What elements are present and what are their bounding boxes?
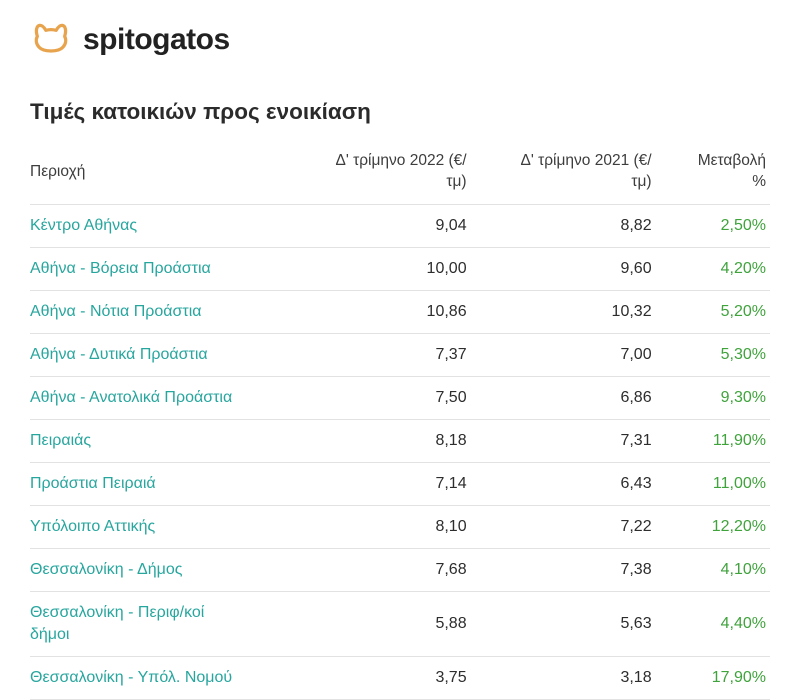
table-row: Πειραιάς 8,18 7,31 11,90% — [30, 419, 770, 463]
price-2022-cell: 5,88 — [326, 591, 467, 657]
price-2022-cell: 7,37 — [326, 333, 467, 377]
table-row: Θεσσαλονίκη - Δήμος 7,68 7,38 4,10% — [30, 548, 770, 592]
area-cell: Θεσσαλονίκη - Περιφ/κοί δήμοι — [30, 591, 326, 657]
change-percent-cell: 5,30% — [651, 333, 770, 377]
area-cell: Προάστια Πειραιά — [30, 462, 326, 506]
area-cell: Θεσσαλονίκη - Δήμος — [30, 548, 326, 592]
table-header-row: Περιοχή Δ' τρίμηνο 2022 (€/τμ) Δ' τρίμην… — [30, 128, 770, 205]
change-percent-cell: 4,40% — [651, 591, 770, 657]
col-header-area: Περιοχή — [30, 128, 326, 205]
area-link[interactable]: Αθήνα - Νότια Προάστια — [30, 303, 202, 320]
area-link[interactable]: Αθήνα - Δυτικά Προάστια — [30, 346, 208, 363]
price-2022-cell: 8,10 — [326, 505, 467, 549]
price-2021-cell: 8,82 — [466, 204, 652, 248]
table-row: Υπόλοιπο Αττικής 8,10 7,22 12,20% — [30, 505, 770, 549]
price-2021-cell: 7,22 — [466, 505, 652, 549]
change-percent-cell: 9,30% — [651, 376, 770, 420]
price-2021-cell: 7,31 — [466, 419, 652, 463]
price-2022-cell: 8,18 — [326, 419, 467, 463]
table-row: Αθήνα - Ανατολικά Προάστια 7,50 6,86 9,3… — [30, 376, 770, 420]
brand-wordmark[interactable]: spitogatos — [83, 23, 230, 56]
table-header: Περιοχή Δ' τρίμηνο 2022 (€/τμ) Δ' τρίμην… — [30, 128, 770, 205]
area-cell: Πειραιάς — [30, 419, 326, 463]
area-link[interactable]: Θεσσαλονίκη - Δήμος — [30, 561, 183, 578]
area-cell: Κέντρο Αθήνας — [30, 204, 326, 248]
area-link[interactable]: Κέντρο Αθήνας — [30, 217, 138, 234]
table-row: Θεσσαλονίκη - Περιφ/κοί δήμοι 5,88 5,63 … — [30, 591, 770, 657]
area-cell: Αθήνα - Δυτικά Προάστια — [30, 333, 326, 377]
table-row: Κέντρο Αθήνας 9,04 8,82 2,50% — [30, 204, 770, 248]
area-cell: Αθήνα - Βόρεια Προάστια — [30, 247, 326, 291]
price-2022-cell: 7,68 — [326, 548, 467, 592]
page-title: Τιμές κατοικιών προς ενοικίαση — [30, 99, 371, 124]
change-percent-cell: 11,90% — [651, 419, 770, 463]
table-row: Θεσσαλονίκη - Υπόλ. Νομού 3,75 3,18 17,9… — [30, 656, 770, 700]
price-2022-cell: 10,00 — [326, 247, 467, 291]
area-link[interactable]: Θεσσαλονίκη - Περιφ/κοί δήμοι — [30, 604, 205, 643]
price-2021-cell: 7,00 — [466, 333, 652, 377]
col-header-q4-2022: Δ' τρίμηνο 2022 (€/τμ) — [326, 128, 467, 205]
table-row: Προάστια Πειραιά 7,14 6,43 11,00% — [30, 462, 770, 506]
price-2021-cell: 5,63 — [466, 591, 652, 657]
area-link[interactable]: Αθήνα - Ανατολικά Προάστια — [30, 389, 233, 406]
change-percent-cell: 2,50% — [651, 204, 770, 248]
area-link[interactable]: Θεσσαλονίκη - Υπόλ. Νομού — [30, 669, 233, 686]
change-percent-cell: 4,10% — [651, 548, 770, 592]
area-cell: Θεσσαλονίκη - Υπόλ. Νομού — [30, 656, 326, 700]
change-percent-cell: 11,00% — [651, 462, 770, 506]
area-link[interactable]: Προάστια Πειραιά — [30, 475, 156, 492]
spitogatos-cat-icon — [30, 22, 72, 58]
table-body: Κέντρο Αθήνας 9,04 8,82 2,50% Αθήνα - Βό… — [30, 204, 770, 700]
change-percent-cell: 12,20% — [651, 505, 770, 549]
price-2021-cell: 9,60 — [466, 247, 652, 291]
price-2021-cell: 6,43 — [466, 462, 652, 506]
area-link[interactable]: Υπόλοιπο Αττικής — [30, 518, 156, 535]
table-row: Αθήνα - Δυτικά Προάστια 7,37 7,00 5,30% — [30, 333, 770, 377]
price-2022-cell: 7,14 — [326, 462, 467, 506]
price-2021-cell: 7,38 — [466, 548, 652, 592]
area-cell: Αθήνα - Ανατολικά Προάστια — [30, 376, 326, 420]
brand-header[interactable]: spitogatos — [30, 20, 770, 60]
price-2022-cell: 9,04 — [326, 204, 467, 248]
price-2021-cell: 6,86 — [466, 376, 652, 420]
col-header-q4-2021: Δ' τρίμηνο 2021 (€/τμ) — [466, 128, 652, 205]
col-header-change: Μεταβολή % — [651, 128, 770, 205]
area-link[interactable]: Πειραιάς — [30, 432, 92, 449]
area-cell: Υπόλοιπο Αττικής — [30, 505, 326, 549]
table-row: Αθήνα - Βόρεια Προάστια 10,00 9,60 4,20% — [30, 247, 770, 291]
change-percent-cell: 4,20% — [651, 247, 770, 291]
area-link[interactable]: Αθήνα - Βόρεια Προάστια — [30, 260, 211, 277]
price-2022-cell: 10,86 — [326, 290, 467, 334]
area-cell: Αθήνα - Νότια Προάστια — [30, 290, 326, 334]
price-2022-cell: 7,50 — [326, 376, 467, 420]
price-2021-cell: 10,32 — [466, 290, 652, 334]
change-percent-cell: 5,20% — [651, 290, 770, 334]
price-2021-cell: 3,18 — [466, 656, 652, 700]
rent-prices-table: Περιοχή Δ' τρίμηνο 2022 (€/τμ) Δ' τρίμην… — [30, 128, 770, 700]
price-2022-cell: 3,75 — [326, 656, 467, 700]
table-row: Αθήνα - Νότια Προάστια 10,86 10,32 5,20% — [30, 290, 770, 334]
change-percent-cell: 17,90% — [651, 656, 770, 700]
